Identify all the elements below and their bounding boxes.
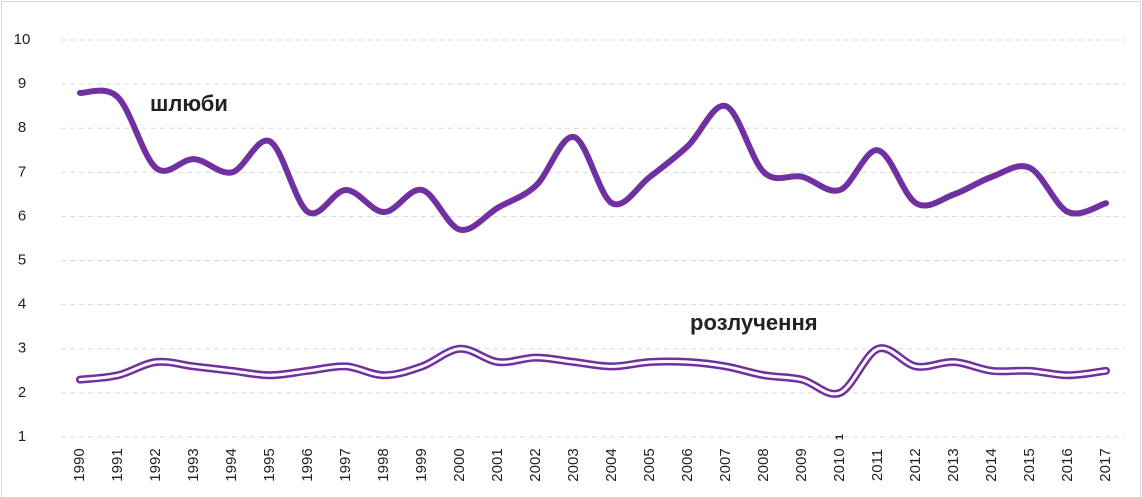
y-tick-label: 7 <box>18 163 26 180</box>
x-tick-label: 1991 <box>109 448 126 481</box>
x-tick-label: 2003 <box>565 448 582 481</box>
x-tick-label: 1999 <box>413 448 430 481</box>
series-label: розлучення <box>690 310 818 335</box>
y-tick-label: 9 <box>18 75 26 92</box>
x-tick-label: 2009 <box>793 448 810 481</box>
x-tick-label: 2002 <box>527 448 544 481</box>
y-tick-label: 4 <box>18 296 26 313</box>
x-tick-label: 2000 <box>451 448 468 481</box>
x-tick-label: 2006 <box>679 448 696 481</box>
series-line <box>77 87 1109 233</box>
series-label: шлюби <box>150 91 228 116</box>
x-tick-label: 2011 <box>869 449 886 481</box>
x-tick-label: 2015 <box>1021 448 1038 481</box>
x-tick-label: 2016 <box>1059 448 1076 481</box>
x-tick-label: 2014 <box>983 448 1000 481</box>
x-tick-label: 1990 <box>71 448 88 481</box>
x-tick-label: 2012 <box>907 448 924 481</box>
x-tick-label: 2001 <box>489 448 506 481</box>
y-tick-label: 6 <box>18 207 26 224</box>
series-line-inner <box>78 346 1108 396</box>
y-tick-label: 10 <box>14 31 31 48</box>
y-tick-label: 5 <box>18 252 26 269</box>
x-tick-label: 1994 <box>223 448 240 481</box>
y-tick-label: 1 <box>18 428 26 445</box>
x-tick-label: 1997 <box>337 448 354 481</box>
y-tick-label: 3 <box>18 340 26 357</box>
x-tick-label: 1996 <box>299 448 316 481</box>
x-tick-label: 1995 <box>261 448 278 481</box>
y-tick-label: 2 <box>18 384 26 401</box>
x-tick-label: 2008 <box>755 448 772 481</box>
x-tick-label: 2004 <box>603 448 620 481</box>
annotation: 1 <box>834 434 846 440</box>
x-tick-label: 2013 <box>945 448 962 481</box>
x-tick-label: 2007 <box>717 448 734 481</box>
x-tick-label: 1993 <box>185 448 202 481</box>
y-tick-label: 8 <box>18 119 26 136</box>
x-tick-label: 1992 <box>147 448 164 481</box>
x-tick-label: 2005 <box>641 448 658 481</box>
x-tick-label: 1998 <box>375 448 392 481</box>
x-tick-label: 2010 <box>831 448 848 481</box>
x-tick-label: 2017 <box>1097 448 1114 481</box>
